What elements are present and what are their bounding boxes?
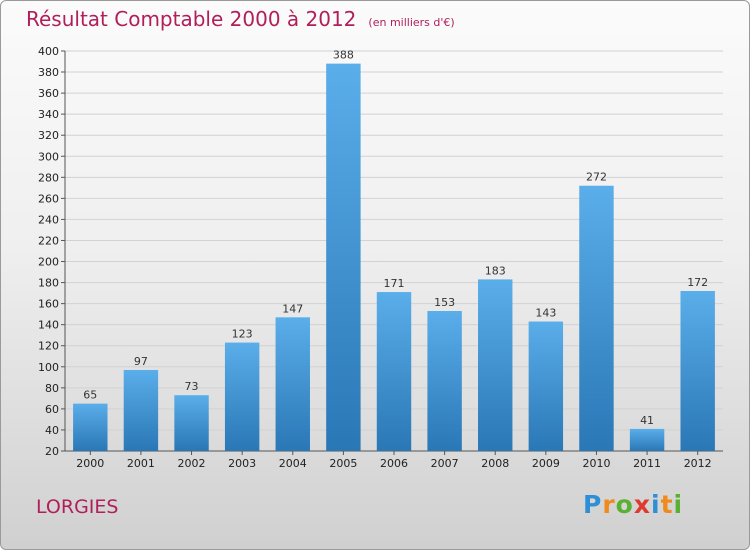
x-tick-label: 2006 <box>380 457 408 470</box>
bar-value-label: 272 <box>586 171 607 184</box>
y-tick-label: 300 <box>38 150 59 163</box>
bar <box>275 317 310 451</box>
y-tick-label: 20 <box>45 445 59 458</box>
bar <box>629 428 665 451</box>
y-tick-label: 380 <box>38 66 59 79</box>
bar <box>224 342 260 451</box>
bar <box>528 321 564 451</box>
x-tick-label: 2005 <box>329 457 357 470</box>
bar-value-label: 171 <box>384 277 405 290</box>
bar <box>73 403 108 451</box>
x-tick-label: 2011 <box>633 457 661 470</box>
logo-letter: P <box>583 490 603 519</box>
bar-value-label: 97 <box>134 355 148 368</box>
x-tick-label: 2007 <box>431 457 459 470</box>
bar <box>174 395 209 451</box>
y-tick-label: 180 <box>38 277 59 290</box>
y-tick-label: 120 <box>38 340 59 353</box>
x-tick-label: 2012 <box>684 457 712 470</box>
y-tick-label: 340 <box>38 108 59 121</box>
bar <box>427 311 462 451</box>
logo-letter: i <box>651 490 661 519</box>
bar-value-label: 65 <box>83 389 97 402</box>
bar-value-label: 388 <box>333 49 354 62</box>
bar <box>680 291 715 451</box>
chart-title-row: Résultat Comptable 2000 à 2012 (en milli… <box>26 7 455 31</box>
bar-value-label: 153 <box>434 296 455 309</box>
x-tick-label: 2003 <box>228 457 256 470</box>
y-tick-label: 320 <box>38 129 59 142</box>
bar-value-label: 147 <box>282 302 303 315</box>
bar <box>326 63 361 451</box>
bar-value-label: 143 <box>535 307 556 320</box>
x-tick-label: 2001 <box>127 457 155 470</box>
y-tick-label: 140 <box>38 319 59 332</box>
bar <box>478 279 513 451</box>
logo-letter: t <box>660 490 674 519</box>
x-tick-label: 2010 <box>582 457 610 470</box>
bar-value-label: 41 <box>640 414 654 427</box>
y-tick-label: 200 <box>38 256 59 269</box>
y-tick-label: 360 <box>38 87 59 100</box>
y-tick-label: 60 <box>45 403 59 416</box>
bar-value-label: 123 <box>232 328 253 341</box>
y-tick-label: 220 <box>38 234 59 247</box>
chart-title: Résultat Comptable 2000 à 2012 <box>26 7 357 31</box>
x-tick-label: 2002 <box>178 457 206 470</box>
x-tick-label: 2004 <box>279 457 307 470</box>
chart-unit-label: (en milliers d'€) <box>368 16 455 29</box>
bar <box>579 185 614 451</box>
x-tick-label: 2009 <box>532 457 560 470</box>
logo-letter: o <box>615 490 634 519</box>
y-tick-label: 400 <box>38 45 59 58</box>
bar-value-label: 183 <box>485 264 506 277</box>
logo-letter: i <box>673 490 684 519</box>
y-tick-label: 240 <box>38 213 59 226</box>
y-tick-label: 40 <box>45 424 59 437</box>
y-tick-label: 100 <box>38 361 59 374</box>
bar-value-label: 73 <box>185 380 199 393</box>
bar <box>123 369 159 451</box>
commune-name: LORGIES <box>36 496 119 518</box>
logo-letter: x <box>633 490 651 519</box>
logo-letter: r <box>602 490 616 519</box>
y-tick-label: 160 <box>38 298 59 311</box>
bar <box>376 292 412 451</box>
bar-value-label: 172 <box>687 276 708 289</box>
x-tick-label: 2000 <box>76 457 104 470</box>
y-tick-label: 80 <box>45 382 59 395</box>
y-tick-label: 260 <box>38 192 59 205</box>
x-tick-label: 2008 <box>481 457 509 470</box>
y-tick-label: 280 <box>38 171 59 184</box>
proxiti-logo: Proxiti <box>583 490 683 519</box>
